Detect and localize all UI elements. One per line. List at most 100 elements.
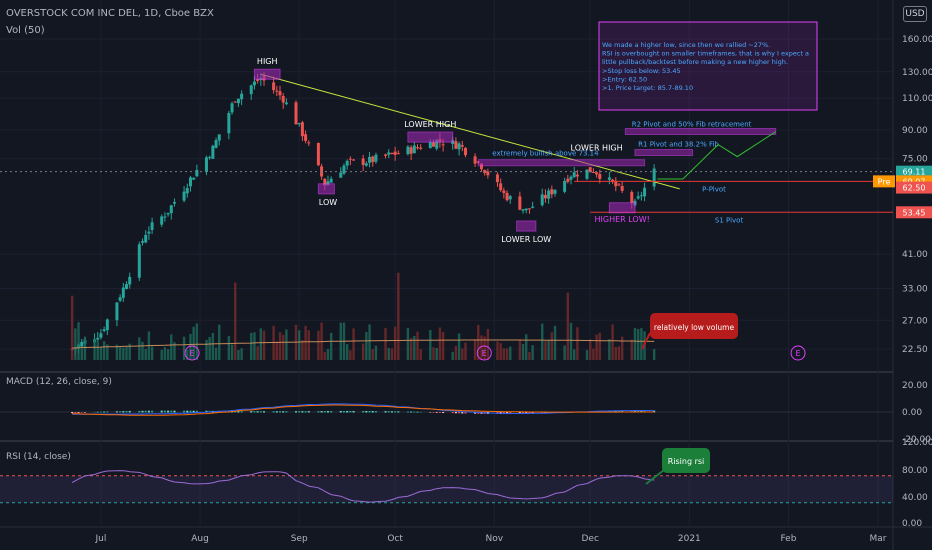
macd-histogram-bar (125, 411, 128, 413)
macd-line (72, 403, 655, 415)
volume-bar (361, 343, 365, 360)
volume-bar (384, 328, 387, 360)
r2-label: R2 Pivot and 50% Fib retracement (632, 121, 752, 129)
candle-body (617, 184, 621, 186)
volume-moving-average (72, 339, 655, 349)
macd-histogram-bar (77, 412, 80, 413)
volume-bar (429, 330, 432, 360)
candle-body (409, 147, 413, 154)
volume-bar (234, 282, 237, 360)
premarket-tag-text: Pre (878, 177, 891, 186)
macd-histogram-bar (106, 411, 109, 413)
volume-bar (150, 346, 154, 360)
macd-histogram-bar (119, 411, 122, 413)
volume-bar (438, 327, 442, 360)
candle-body (566, 178, 570, 182)
candle-body (473, 156, 477, 164)
candle-body (591, 171, 595, 173)
macd-histogram-bar (71, 412, 74, 414)
volume-bar (275, 341, 279, 360)
volume-label: Vol (50) (6, 25, 45, 36)
candle-body (508, 196, 512, 200)
volume-bar (189, 333, 192, 360)
candle-body (384, 154, 388, 156)
macd-histogram-bar (406, 411, 409, 413)
analysis-note-line: little pullback/backtest before making a… (602, 58, 788, 66)
price-tick-label: 160.00 (902, 35, 932, 45)
candle-body (531, 206, 535, 208)
rsi-note-text: Rising rsi (668, 457, 705, 466)
volume-bar (397, 272, 400, 360)
macd-histogram-bar (301, 411, 304, 413)
macd-histogram-bar (454, 412, 457, 414)
price-badge (896, 165, 932, 178)
volume-bar (617, 346, 621, 360)
volume-bar (461, 348, 464, 360)
macd-histogram-bar (218, 410, 221, 413)
macd-histogram-bar (365, 410, 368, 413)
volume-bar (477, 324, 480, 360)
macd-histogram-bar (317, 411, 320, 413)
volume-bar (74, 328, 77, 360)
candle-body (99, 333, 103, 338)
price-tick-label: 27.00 (902, 316, 928, 326)
candle-body (371, 156, 375, 163)
volume-bar (259, 328, 263, 360)
volume-bar (278, 332, 282, 360)
volume-bar (531, 345, 534, 360)
macd-histogram-bar (320, 411, 323, 413)
volume-bar (499, 343, 502, 360)
candle-body (236, 98, 240, 104)
volume-bar (122, 347, 125, 360)
candle-body (195, 169, 199, 177)
candle-body (297, 123, 301, 125)
candle-body (339, 172, 343, 178)
high-box (253, 68, 281, 80)
volume-bar (496, 341, 499, 360)
candle-body (345, 160, 349, 166)
macd-histogram-bar (167, 410, 170, 413)
candle-body (585, 169, 589, 179)
candle-body (499, 183, 503, 191)
volume-bar (80, 348, 83, 360)
currency-badge[interactable]: USD (903, 6, 927, 22)
candle-body (115, 302, 119, 321)
candle-body (575, 174, 579, 177)
volume-bar (317, 330, 320, 360)
volume-bar (186, 349, 189, 360)
earnings-marker-label: E (190, 349, 195, 358)
candle-body (614, 180, 618, 187)
macd-histogram-bar (256, 411, 259, 413)
macd-histogram-bar (192, 410, 195, 413)
premarket-tag (873, 175, 895, 188)
volume-bar (432, 347, 435, 360)
price-tick-label: 75.00 (902, 155, 928, 165)
candle-body (540, 194, 544, 206)
low-label: LOW (319, 198, 337, 207)
macd-histogram-bar (326, 411, 329, 413)
macd-histogram-bar (237, 411, 240, 413)
earnings-marker-label: E (796, 349, 801, 358)
volume-bar (96, 340, 99, 360)
analysis-note-line: RSI is overbought on smaller timeframes,… (602, 50, 809, 58)
volume-bar (464, 342, 467, 360)
macd-histogram-bar (387, 411, 390, 413)
macd-histogram-bar (282, 411, 285, 413)
rsi-tick-label: 120.00 (902, 438, 932, 448)
macd-histogram-bar (250, 411, 253, 413)
candle-body (125, 284, 129, 289)
volume-bar (70, 295, 74, 360)
volume-bar (166, 349, 170, 360)
volume-bar (393, 326, 397, 360)
volume-bar (509, 346, 512, 360)
candle-body (294, 102, 298, 125)
candle-body (521, 209, 525, 211)
candle-body (502, 190, 506, 193)
candle-body (275, 90, 279, 92)
candle-body (233, 101, 237, 103)
macd-histogram-bar (429, 412, 432, 413)
bullish-label: extremely bullish above 73.14 (492, 150, 599, 158)
candle-body (185, 188, 189, 194)
candle-body (636, 196, 640, 199)
